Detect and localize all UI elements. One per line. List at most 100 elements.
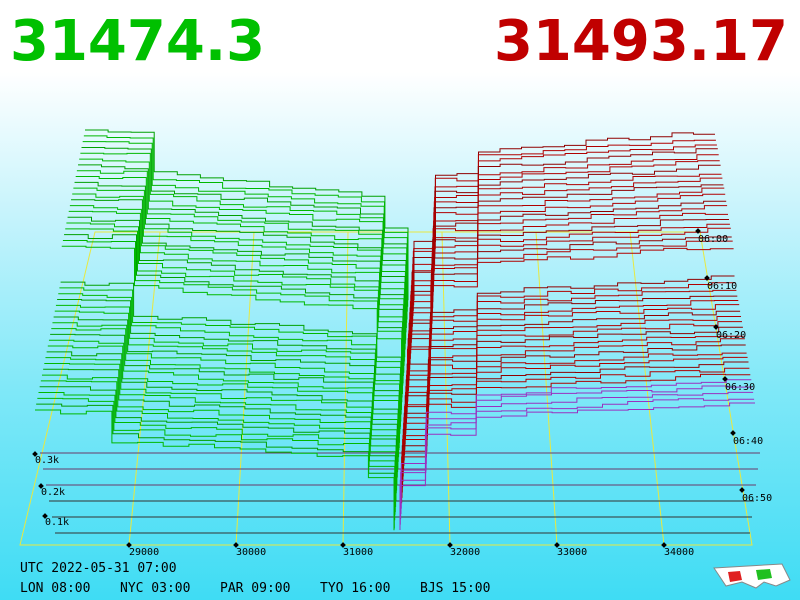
time-marker [722, 376, 728, 382]
ask-curve [401, 361, 749, 493]
ask-curve [409, 200, 727, 365]
price-grid-line [235, 231, 255, 546]
bid-curve [53, 316, 400, 448]
ask-curve [411, 164, 721, 333]
ask-curve [406, 282, 736, 418]
price-marker [126, 542, 132, 548]
price-grid-line [128, 231, 161, 546]
bid-curve [54, 310, 400, 443]
bid-curve [61, 245, 402, 410]
depth-label: 0.2k [41, 487, 65, 498]
bid-curve [43, 368, 397, 494]
ask-curve [402, 356, 748, 488]
ask-curve [403, 335, 744, 466]
time-label: 06:50 [742, 493, 772, 504]
floor-grid [19, 231, 753, 546]
city-time: BJS 15:00 [420, 581, 490, 596]
bid-curve [80, 152, 408, 323]
city-time: PAR 09:00 [220, 581, 290, 596]
bid-curve [52, 322, 400, 450]
bid-curve [46, 351, 398, 478]
ask-curve [410, 184, 724, 349]
ask-curve [411, 160, 720, 327]
bid-curve [83, 135, 409, 307]
ask-curve [399, 398, 755, 525]
city-time: NYC 03:00 [120, 581, 190, 596]
bid-price: 31474.3 [10, 9, 265, 74]
time-label: 06:10 [707, 281, 737, 292]
utc-time: UTC 2022-05-31 07:00 [20, 561, 177, 576]
bid-curve [58, 293, 401, 427]
ask-curve [413, 139, 716, 306]
ask-curve [406, 275, 735, 413]
ask-curve [400, 385, 753, 514]
bid-curve [45, 357, 398, 485]
ask-curve [399, 402, 755, 530]
bid-curve [64, 234, 403, 398]
price-marker [447, 542, 453, 548]
depth-label: 0.3k [35, 455, 59, 466]
time-marker [695, 228, 701, 234]
ask-curve [404, 310, 741, 445]
ask-curve [408, 223, 730, 386]
price-label: 30000 [236, 547, 266, 558]
price-label: 29000 [129, 547, 159, 558]
floor-frame [19, 231, 753, 546]
ask-curve [409, 205, 728, 370]
ask-curve [408, 212, 728, 375]
bid-curve [41, 374, 397, 501]
bid-curve [57, 299, 401, 430]
3d-glasses-icon [713, 563, 791, 589]
ask-curve [405, 295, 738, 429]
bid-curve [68, 210, 404, 376]
time-marker [730, 430, 736, 436]
ask-curve [412, 144, 717, 311]
bid-curve [55, 304, 401, 434]
bid-curve [85, 129, 409, 301]
depth-label: 0.1k [45, 517, 69, 528]
price-marker [661, 542, 667, 548]
time-label: 06:20 [716, 330, 746, 341]
price-label: 31000 [343, 547, 373, 558]
ask-curve [405, 304, 740, 440]
ask-curve [413, 132, 715, 300]
bid-curve [65, 228, 403, 394]
bid-curve [40, 380, 397, 507]
ask-curve [412, 154, 719, 322]
time-marker [704, 275, 710, 281]
bid-curve [59, 287, 402, 422]
price-label: 34000 [664, 547, 694, 558]
ask-curve [403, 326, 743, 461]
bid-curve [48, 339, 399, 469]
time-label: 06:40 [733, 436, 763, 447]
ask-curve [407, 240, 733, 402]
bid-curve [69, 205, 405, 373]
bid-curve [72, 193, 405, 362]
price-grid-line [441, 231, 451, 546]
time-marker [713, 324, 719, 330]
bid-curve [35, 409, 395, 531]
bid-curve [51, 328, 400, 458]
bid-curve [50, 333, 399, 462]
ask-curve [401, 373, 751, 504]
time-label: 06:00 [698, 234, 728, 245]
ask-curve [409, 193, 726, 359]
bid-curve [67, 216, 404, 384]
bid-curve [36, 403, 395, 529]
price-grid-line [535, 231, 558, 546]
ask-curve [401, 367, 750, 498]
ask-curve [404, 316, 741, 450]
depth-marker [42, 513, 48, 519]
price-marker [340, 542, 346, 548]
ask-price: 31493.17 [494, 9, 788, 74]
time-label: 06:30 [725, 382, 755, 393]
bid-curve [66, 222, 404, 386]
city-time: LON 08:00 [20, 581, 90, 596]
bid-curve [78, 164, 407, 333]
ask-curve [407, 227, 731, 391]
ask-curve [402, 344, 746, 477]
time-marker [739, 487, 745, 493]
ask-curve [408, 219, 729, 381]
ask-curve [412, 148, 718, 317]
price-marker [554, 542, 560, 548]
